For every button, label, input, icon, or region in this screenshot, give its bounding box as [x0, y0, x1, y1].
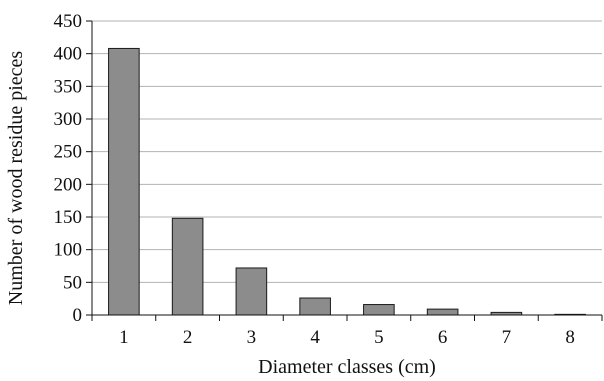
x-tick-label-8: 8	[565, 327, 575, 348]
bar-1	[108, 47, 140, 316]
y-tick-label: 50	[63, 272, 82, 293]
y-tick-label: 250	[54, 142, 83, 163]
y-tick-label: 350	[54, 76, 83, 97]
x-tick-label-7: 7	[502, 327, 512, 348]
x-tick-label-2: 2	[183, 327, 193, 348]
y-axis-ticks: 0 50 100 150 200 250 300 350 400 450	[54, 11, 92, 326]
x-tick-label-3: 3	[247, 327, 257, 348]
grid-lines	[92, 20, 602, 283]
x-axis-ticks: 1 2 3 4 5 6 7 8	[91, 315, 603, 348]
x-tick-label-6: 6	[438, 327, 448, 348]
y-tick-label: 300	[54, 109, 83, 130]
y-tick-label: 150	[54, 207, 83, 228]
y-axis-label: Number of wood residue pieces	[5, 51, 27, 306]
y-tick-label: 200	[54, 174, 83, 195]
bar-4	[299, 297, 331, 316]
bars	[108, 47, 586, 316]
axes	[91, 21, 602, 316]
x-tick-label-5: 5	[374, 327, 384, 348]
y-tick-label: 450	[54, 11, 83, 32]
y-tick-label: 0	[73, 305, 83, 326]
x-axis-label: Diameter classes (cm)	[258, 356, 436, 378]
y-tick-label: 100	[54, 240, 83, 261]
bar-3	[235, 267, 268, 316]
bar-6	[426, 308, 459, 316]
bar-2	[171, 217, 204, 316]
bar-5	[363, 304, 395, 316]
x-tick-label-1: 1	[119, 327, 129, 348]
x-tick-label-4: 4	[310, 327, 320, 348]
y-tick-label: 400	[54, 44, 83, 65]
